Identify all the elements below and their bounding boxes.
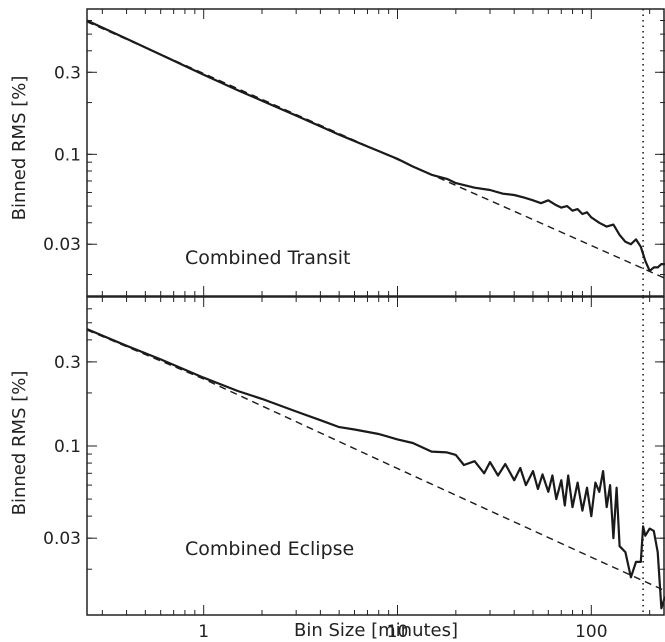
x-axis-label: Bin Size [minutes]	[294, 620, 458, 641]
transit-y-tick-label: 0.3	[54, 63, 81, 83]
eclipse-x-tick-label: 1	[198, 622, 209, 642]
eclipse-rms-series-line	[87, 328, 665, 610]
transit-y-tick-label: 0.03	[43, 235, 81, 255]
eclipse-axes-frame	[86, 296, 665, 616]
eclipse-panel: 0.3 0.1 0.03 1 10 100 Combined Eclipse Binned…	[9, 296, 665, 642]
eclipse-x-tick-label: 10	[387, 622, 409, 642]
eclipse-y-tick-label: 0.03	[43, 529, 81, 549]
eclipse-y-axis-label: Binned RMS [%]	[9, 371, 30, 516]
eclipse-plot-area: 0.3 0.1 0.03 1 10 100	[43, 296, 665, 642]
transit-rms-series-line	[87, 19, 665, 272]
eclipse-y-tick-label: 0.1	[54, 437, 81, 457]
transit-panel: 0.3 0.1 0.03 Combined Transit Binned RMS […	[9, 8, 665, 297]
eclipse-y-tick-label: 0.3	[54, 353, 81, 373]
eclipse-panel-annotation: Combined Eclipse	[185, 538, 354, 560]
transit-y-tick-label: 0.1	[54, 145, 81, 165]
transit-y-axis-label: Binned RMS [%]	[9, 76, 30, 221]
eclipse-dashed-reference-line	[87, 329, 665, 592]
transit-axes-frame	[86, 8, 665, 297]
transit-plot-area: 0.3 0.1 0.03	[43, 8, 665, 297]
transit-panel-annotation: Combined Transit	[185, 247, 351, 269]
eclipse-x-tick-label: 100	[575, 622, 607, 642]
transit-dashed-reference-line	[87, 21, 665, 279]
